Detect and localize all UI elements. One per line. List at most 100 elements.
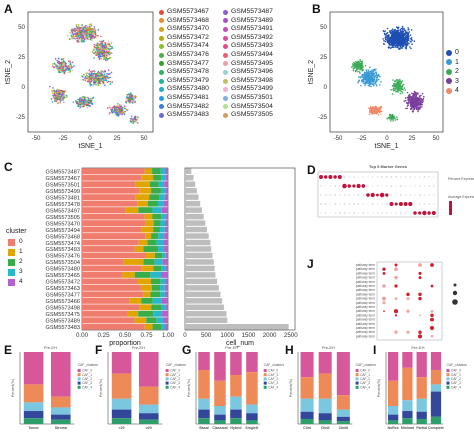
panel-b-legend: 0 1 2 3 4 <box>446 48 459 96</box>
scatter-point <box>87 30 90 33</box>
panel-title: Pre-EH <box>44 345 57 350</box>
scatter-point <box>120 105 123 107</box>
stack-segment <box>160 284 165 291</box>
dot-marker <box>367 176 369 178</box>
scatter-point <box>419 101 421 104</box>
scatter-point <box>399 34 402 36</box>
scatter-point <box>398 42 401 45</box>
scatter-point <box>383 43 385 45</box>
dot-marker <box>320 194 322 196</box>
scatter-point <box>82 101 85 103</box>
scatter-point <box>101 49 104 52</box>
scatter-point <box>53 66 56 69</box>
scatter-point <box>94 52 96 55</box>
legend-item: GSM5573467 <box>159 8 209 17</box>
dot-marker <box>390 176 393 178</box>
scatter-point <box>80 100 82 102</box>
scatter-point <box>110 107 112 109</box>
scatter-point <box>59 97 62 99</box>
legend-label: GSM5573479 <box>167 76 209 84</box>
legend-item: GSM5573499 <box>223 85 273 94</box>
scatter-point <box>99 82 101 84</box>
legend-dot <box>159 104 164 110</box>
scatter-point <box>52 65 54 67</box>
sample-label: GSM5573504 <box>45 260 80 266</box>
scatter-point <box>393 82 396 85</box>
stack-segment <box>163 239 168 246</box>
scatter-point <box>98 40 101 43</box>
cell-num-bar <box>185 291 221 298</box>
scatter-point <box>375 68 377 71</box>
legend-label: 0 <box>19 238 23 245</box>
legend-swatch <box>8 258 15 266</box>
stacked-bar-segment <box>246 413 258 421</box>
dot-marker <box>358 212 360 214</box>
scatter-point <box>79 107 81 109</box>
dot-marker <box>414 203 416 205</box>
scatter-point <box>371 73 374 76</box>
scatter-point <box>91 39 93 41</box>
scatter-point <box>387 37 390 39</box>
x-tick-label: ClinII <box>321 426 330 430</box>
scatter-point <box>83 103 86 105</box>
scatter-point <box>389 39 392 42</box>
stack-segment <box>82 200 138 207</box>
stacked-bar-segment <box>402 411 413 419</box>
legend-swatch <box>77 385 81 389</box>
x-axis-label: cell_num <box>226 340 254 347</box>
scatter-point <box>58 62 61 65</box>
stack-segment <box>160 168 166 175</box>
legend-swatch <box>165 385 169 389</box>
x-tick-label: SingleK <box>245 426 259 430</box>
legend-item: GSM5573504 <box>223 103 273 112</box>
stacked-bar-segment <box>387 380 399 406</box>
scatter-point <box>94 30 97 32</box>
legend-swatch <box>165 369 169 372</box>
dot-marker <box>356 183 361 189</box>
scatter-point <box>389 38 391 40</box>
scatter-point <box>375 83 377 86</box>
scatter-point <box>85 32 87 35</box>
scatter-point <box>103 50 105 52</box>
pathway-label: pathway term <box>356 330 375 334</box>
scatter-point <box>56 102 59 105</box>
scatter-point <box>115 113 118 116</box>
legend-label: 1 <box>455 58 459 66</box>
scatter-point <box>368 79 371 81</box>
scatter-point <box>97 84 100 87</box>
scatter-point <box>90 28 92 30</box>
scatter-point <box>368 113 371 116</box>
cell-num-bar <box>185 174 194 181</box>
legend-label: GSM5573472 <box>167 33 209 41</box>
legend-label: GSM5573476 <box>167 50 209 58</box>
dot-marker <box>394 263 398 267</box>
stack-segment <box>163 200 168 207</box>
scatter-point <box>382 38 384 40</box>
scatter-point <box>134 115 137 118</box>
scatter-point <box>63 69 65 72</box>
stack-segment <box>82 220 146 227</box>
stacked-bar-segment <box>139 413 159 420</box>
cell-num-bar <box>185 272 216 278</box>
scatter-point <box>373 72 376 75</box>
scatter-point <box>68 67 71 70</box>
stack-segment <box>151 304 162 311</box>
scatter-point <box>413 93 416 96</box>
legend-swatch <box>446 377 450 381</box>
legend-dot <box>159 44 164 50</box>
scatter-point <box>83 73 85 76</box>
scatter-point <box>122 111 125 113</box>
scatter-point <box>390 29 393 32</box>
stacked-bar-segment <box>387 414 399 421</box>
dot-marker <box>389 201 394 207</box>
scatter-point <box>415 94 418 96</box>
scatter-point <box>98 58 101 60</box>
scatter-point <box>66 95 68 97</box>
stacked-bar-segment <box>246 372 258 405</box>
scatter-point <box>137 116 140 119</box>
stack-segment <box>141 226 154 233</box>
scatter-point <box>411 110 414 113</box>
scatter-point <box>380 105 382 108</box>
scatter-point <box>77 28 79 31</box>
scatter-point <box>377 114 380 116</box>
